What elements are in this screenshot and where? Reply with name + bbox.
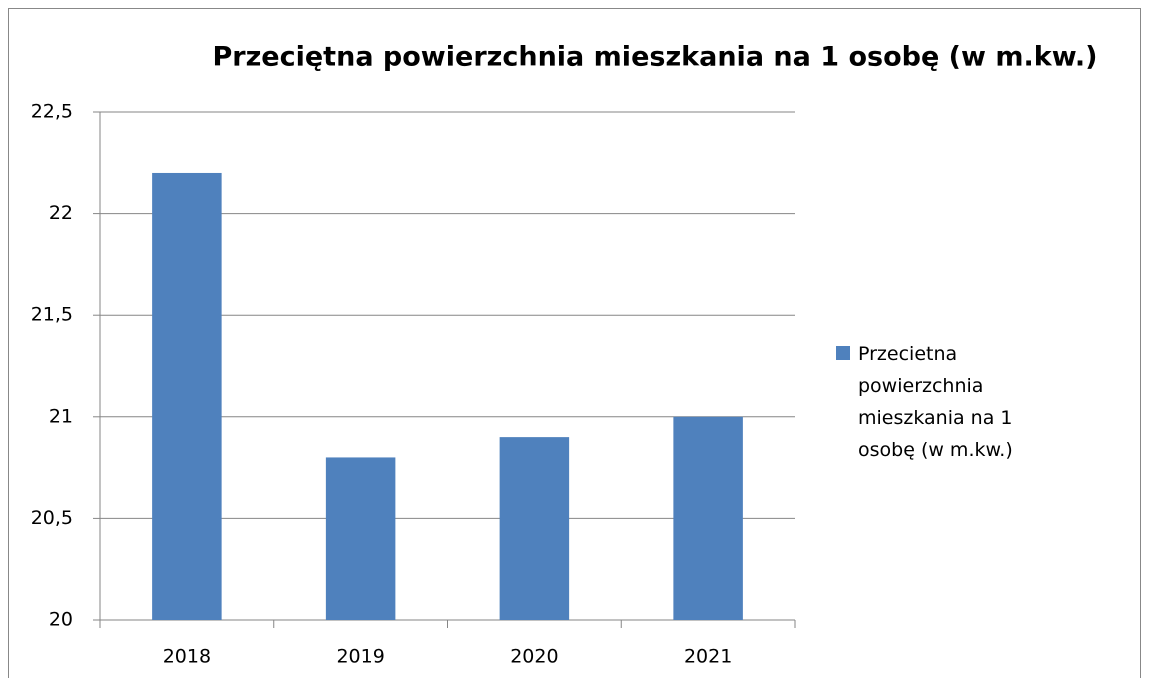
bar xyxy=(152,172,222,620)
y-tick-label: 21,5 xyxy=(31,304,73,326)
x-tick-label: 2019 xyxy=(336,646,384,668)
bar xyxy=(325,457,396,620)
chart-title: Przeciętna powierzchnia mieszkania na 1 … xyxy=(212,42,1097,73)
bar xyxy=(673,416,743,620)
legend-swatch xyxy=(836,346,850,360)
x-tick-label: 2021 xyxy=(684,646,732,668)
x-tick-label: 2018 xyxy=(163,646,211,668)
x-tick-label: 2020 xyxy=(510,646,558,668)
legend-label: Przecietna powierzchnia mieszkania na 1 … xyxy=(858,343,1013,461)
y-tick-label: 22 xyxy=(49,202,73,224)
y-tick-label: 20 xyxy=(49,609,73,631)
y-tick-label: 22,5 xyxy=(31,101,73,123)
y-tick-label: 20,5 xyxy=(31,507,73,529)
bar xyxy=(499,437,570,620)
y-tick-label: 21 xyxy=(49,405,73,427)
chart-frame xyxy=(8,8,1141,678)
